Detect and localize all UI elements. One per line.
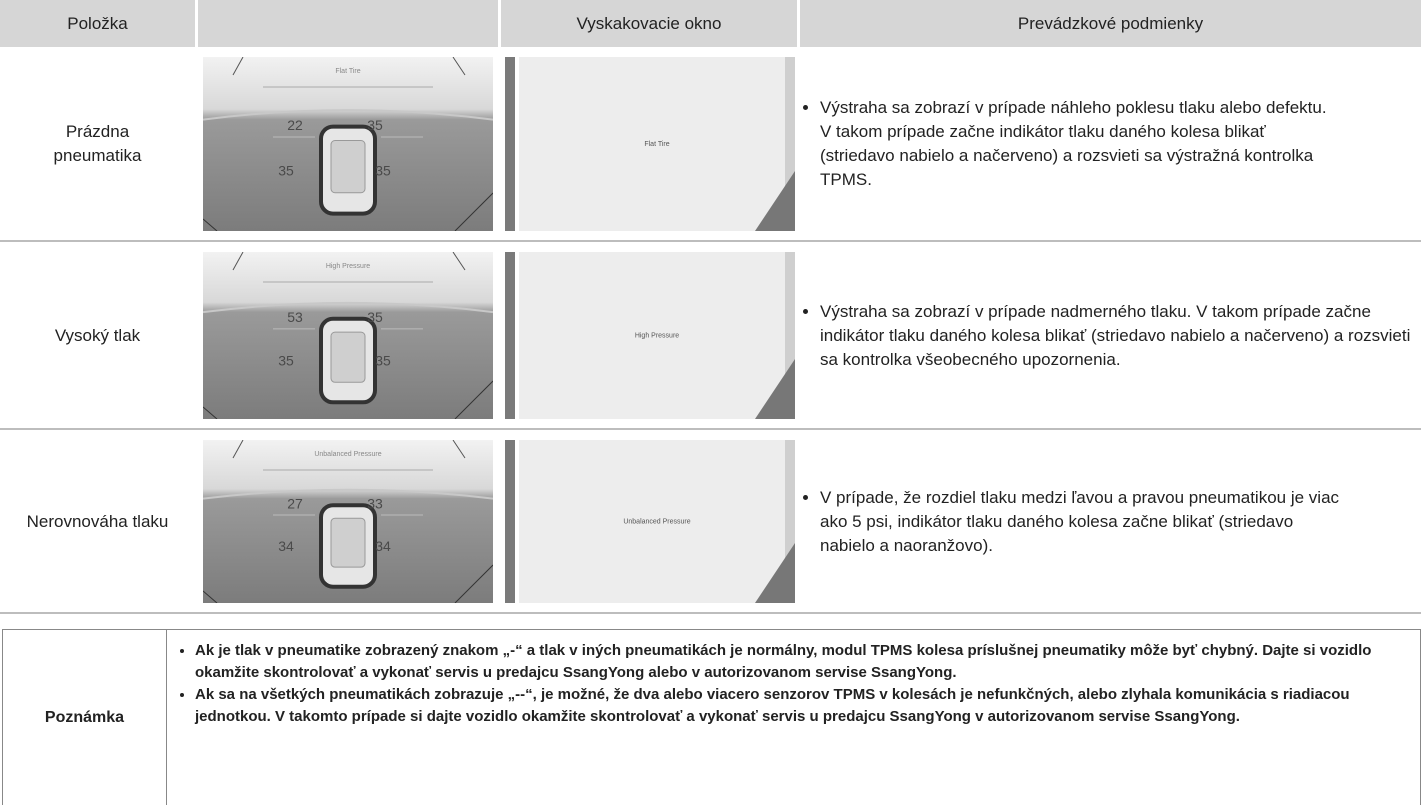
panel	[519, 57, 795, 231]
header-blank	[198, 0, 498, 47]
condition-text: Výstraha sa zobrazí v prípade náhleho po…	[820, 96, 1346, 192]
popup-screen: Flat Tire	[505, 57, 795, 231]
item-name: Prázdna pneumatika	[53, 122, 142, 165]
screen-title: High Pressure	[326, 263, 370, 270]
table-row: Vysoký tlak High Pressure 53 35 35 35 High Pre…	[0, 243, 1421, 430]
conditions: Výstraha sa zobrazí v prípade náhleho po…	[800, 48, 1421, 240]
corner	[452, 252, 466, 271]
tire-pressure: 35	[367, 117, 383, 133]
tire-pressure: 33	[367, 495, 383, 511]
horizon	[203, 488, 493, 500]
condition-list: V prípade, že rozdiel tlaku medzi ľavou …	[800, 486, 1346, 558]
horizon	[203, 301, 493, 314]
tire-pressure: 27	[287, 495, 303, 511]
left-bar	[505, 252, 515, 419]
corner	[232, 252, 244, 271]
note-bullet: Ak sa na všetkých pneumatikách zobrazuje…	[195, 684, 1416, 728]
tire-pressure: 22	[287, 117, 303, 133]
corner-shade	[755, 171, 795, 231]
corner	[203, 218, 218, 231]
left-bar	[505, 440, 515, 603]
popup-screen: High Pressure	[505, 252, 795, 419]
tire-pressure: 35	[367, 309, 383, 325]
tire-pressure: 35	[278, 353, 294, 369]
corner	[452, 57, 466, 76]
table-row: Prázdna pneumatika Flat Tire 22 35 35 35 Flat …	[0, 48, 1421, 242]
corner	[452, 440, 466, 459]
note-text: Ak je tlak v pneumatike zobrazený znakom…	[175, 640, 1416, 728]
panel	[519, 440, 795, 603]
condition-text: Výstraha sa zobrazí v prípade nadmerného…	[820, 300, 1421, 372]
header-popup: Vyskakovacie okno	[501, 0, 797, 47]
tire-pressure: 53	[287, 309, 303, 325]
car-roof	[330, 517, 366, 568]
tire-pressure: 34	[375, 538, 391, 554]
tire-pressure: 35	[375, 162, 391, 178]
screen-title: Unbalanced Pressure	[314, 451, 381, 458]
tire-pressure: 34	[278, 538, 294, 554]
note-bullet: Ak je tlak v pneumatike zobrazený znakom…	[195, 640, 1416, 684]
popup-text: High Pressure	[635, 332, 679, 339]
corner	[454, 192, 493, 231]
note-label: Poznámka	[3, 630, 167, 805]
table-row: Nerovnováha tlaku Unbalanced Pressure 27 33…	[0, 431, 1421, 614]
condition-list: Výstraha sa zobrazí v prípade náhleho po…	[800, 96, 1346, 192]
dashboard-screen: Unbalanced Pressure 27 33 34 34	[203, 440, 493, 603]
corner-shade	[755, 359, 795, 419]
right-edge	[785, 252, 795, 419]
dashboard-screen: Flat Tire 22 35 35 35	[203, 57, 493, 231]
horizon	[203, 109, 493, 121]
right-edge	[785, 57, 795, 231]
panel	[519, 252, 795, 419]
conditions: V prípade, že rozdiel tlaku medzi ľavou …	[800, 431, 1421, 612]
corner-shade	[755, 543, 795, 603]
screen-title: Flat Tire	[335, 68, 360, 75]
conditions: Výstraha sa zobrazí v prípade nadmerného…	[800, 243, 1421, 428]
condition-list: Výstraha sa zobrazí v prípade nadmerného…	[800, 300, 1421, 372]
popup-text: Unbalanced Pressure	[623, 518, 690, 525]
left-bar	[505, 57, 515, 231]
popup-screen: Unbalanced Pressure	[505, 440, 795, 603]
corner	[203, 590, 218, 603]
note-box: Poznámka Ak je tlak v pneumatike zobraze…	[2, 629, 1421, 805]
right-edge	[785, 440, 795, 603]
popup-text: Flat Tire	[644, 141, 669, 148]
item-name: Vysoký tlak	[54, 325, 141, 345]
header-item: Položka	[0, 0, 195, 47]
dashboard-screen: High Pressure 53 35 35 35	[203, 252, 493, 419]
tire-pressure: 35	[278, 162, 294, 178]
corner	[232, 440, 244, 459]
corner	[232, 57, 244, 76]
car-roof	[330, 140, 366, 194]
corner	[454, 380, 493, 419]
tire-pressure: 35	[375, 353, 391, 369]
corner	[203, 406, 218, 419]
header-conditions: Prevádzkové podmienky	[800, 0, 1421, 47]
car-roof	[330, 331, 366, 383]
item-name: Nerovnováha tlaku	[26, 511, 169, 531]
condition-text: V prípade, že rozdiel tlaku medzi ľavou …	[820, 486, 1346, 558]
note-list: Ak je tlak v pneumatike zobrazený znakom…	[175, 640, 1416, 728]
corner	[454, 564, 493, 603]
